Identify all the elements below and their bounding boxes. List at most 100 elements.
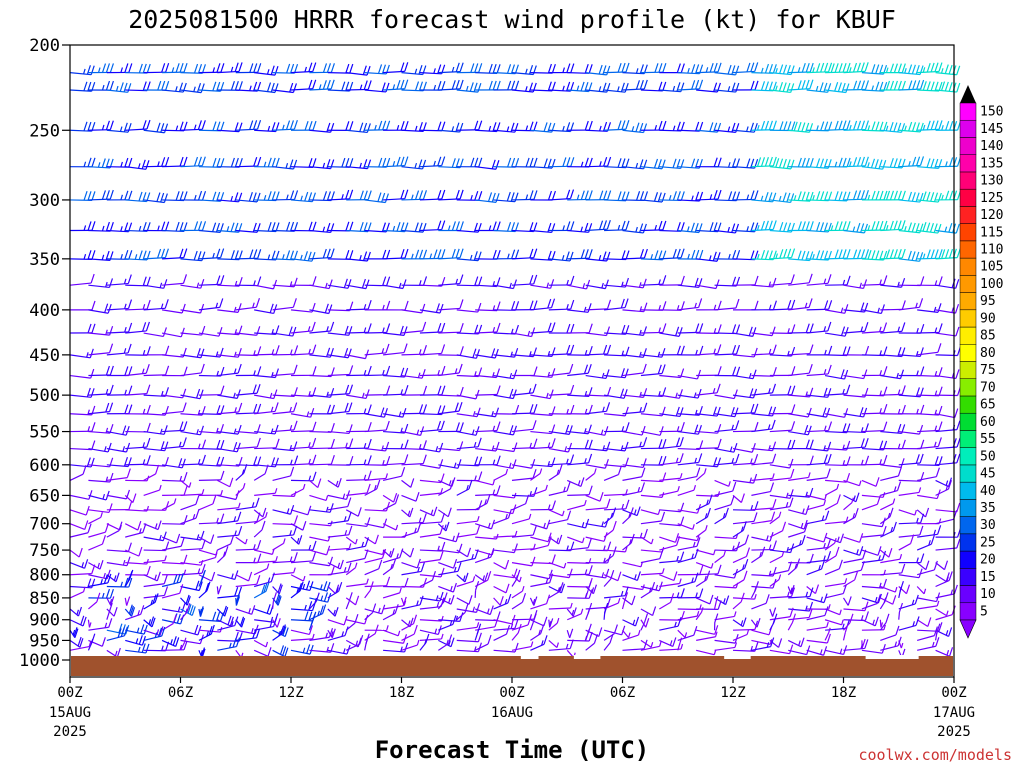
wind-barb bbox=[917, 386, 943, 397]
wind-barb bbox=[769, 489, 794, 499]
wind-barb bbox=[254, 389, 278, 400]
wind-barb bbox=[511, 574, 522, 583]
wind-barb bbox=[548, 510, 572, 525]
wind-barb bbox=[475, 421, 501, 433]
wind-barb bbox=[696, 62, 722, 74]
wind-barb bbox=[935, 502, 961, 513]
wind-barb bbox=[861, 190, 888, 201]
wind-barb bbox=[511, 459, 536, 469]
wind-barb bbox=[217, 490, 240, 501]
wind-barb bbox=[585, 498, 611, 511]
wind-barb bbox=[180, 509, 200, 525]
wind-barb bbox=[880, 458, 905, 468]
wind-barb bbox=[383, 62, 409, 74]
wind-barb bbox=[917, 367, 943, 377]
wind-barb bbox=[383, 222, 409, 233]
wind-barb bbox=[272, 345, 299, 356]
wind-barb bbox=[235, 593, 240, 606]
wind-barb bbox=[696, 649, 717, 656]
wind-barb bbox=[861, 121, 888, 132]
wind-barb bbox=[640, 387, 667, 398]
wind-barb bbox=[659, 345, 685, 356]
wind-barb bbox=[143, 626, 166, 641]
wind-barb bbox=[622, 79, 648, 91]
wind-barb bbox=[216, 605, 229, 617]
wind-barb bbox=[235, 326, 261, 336]
wind-barb bbox=[880, 404, 906, 415]
wind-barb bbox=[456, 524, 481, 538]
colorbar-swatch bbox=[959, 326, 977, 345]
wind-barb bbox=[308, 613, 316, 631]
wind-barb bbox=[861, 593, 882, 604]
wind-barb bbox=[843, 62, 869, 74]
wind-barb bbox=[235, 384, 261, 396]
wind-barb bbox=[143, 279, 168, 289]
wind-barb bbox=[788, 157, 814, 168]
colorbar-label: 150 bbox=[980, 105, 1003, 120]
wind-barb bbox=[861, 550, 887, 564]
wind-barb bbox=[419, 80, 446, 91]
wind-barb bbox=[696, 157, 722, 168]
wind-barb bbox=[696, 549, 716, 556]
x-tick-label: 00Z bbox=[941, 685, 966, 701]
wind-barb bbox=[824, 619, 844, 626]
colorbar-swatch bbox=[959, 102, 977, 121]
wind-barb bbox=[806, 407, 831, 418]
x-tick-label: 18Z bbox=[831, 685, 856, 701]
wind-barb bbox=[143, 387, 169, 397]
wind-barb bbox=[272, 82, 297, 94]
wind-barb bbox=[824, 584, 847, 599]
wind-barb bbox=[235, 156, 262, 168]
wind-barb bbox=[935, 647, 954, 657]
wind-barb bbox=[806, 604, 831, 610]
wind-barb bbox=[125, 558, 149, 565]
wind-barb bbox=[198, 298, 224, 311]
wind-barb bbox=[106, 274, 132, 286]
colorbar-swatch bbox=[959, 309, 977, 328]
wind-barb bbox=[530, 81, 556, 92]
wind-barb bbox=[788, 250, 814, 262]
wind-barb bbox=[659, 551, 685, 564]
wind-barb bbox=[917, 592, 941, 603]
wind-barb bbox=[69, 221, 96, 232]
wind-barb bbox=[751, 546, 766, 564]
wind-barb bbox=[806, 191, 833, 202]
wind-barb bbox=[511, 248, 538, 260]
wind-barb bbox=[217, 402, 243, 415]
wind-barb bbox=[622, 278, 647, 289]
x-tick-year: 2025 bbox=[53, 724, 87, 740]
wind-barb bbox=[548, 189, 575, 201]
wind-barb bbox=[511, 487, 538, 497]
wind-barb bbox=[732, 403, 759, 415]
wind-barb bbox=[824, 546, 840, 564]
wind-barb bbox=[180, 495, 200, 511]
wind-barb bbox=[309, 454, 335, 466]
wind-barb bbox=[824, 369, 849, 380]
wind-barb bbox=[401, 276, 428, 286]
wind-barb bbox=[843, 80, 870, 91]
wind-barb bbox=[861, 366, 888, 377]
wind-barb bbox=[751, 300, 777, 311]
wind-barb bbox=[327, 626, 349, 641]
wind-barb bbox=[438, 62, 464, 74]
wind-barb bbox=[917, 637, 940, 651]
x-tick-label: 12Z bbox=[720, 685, 745, 701]
ground-notch bbox=[724, 655, 751, 659]
wind-barb bbox=[696, 625, 719, 635]
wind-barb bbox=[235, 539, 262, 551]
wind-barb bbox=[769, 551, 785, 564]
wind-barb bbox=[640, 62, 667, 74]
wind-barb bbox=[530, 484, 548, 496]
wind-barb bbox=[401, 624, 418, 641]
wind-barb bbox=[69, 300, 96, 311]
wind-barb bbox=[917, 405, 943, 416]
wind-barb bbox=[898, 404, 925, 415]
wind-barb bbox=[659, 533, 680, 543]
wind-barb bbox=[898, 424, 924, 435]
wind-barb bbox=[474, 605, 494, 616]
wind-barb bbox=[585, 326, 611, 337]
wind-barb bbox=[474, 634, 492, 651]
wind-barb bbox=[401, 385, 428, 396]
colorbar-swatch bbox=[959, 240, 977, 259]
wind-barb bbox=[235, 346, 262, 357]
